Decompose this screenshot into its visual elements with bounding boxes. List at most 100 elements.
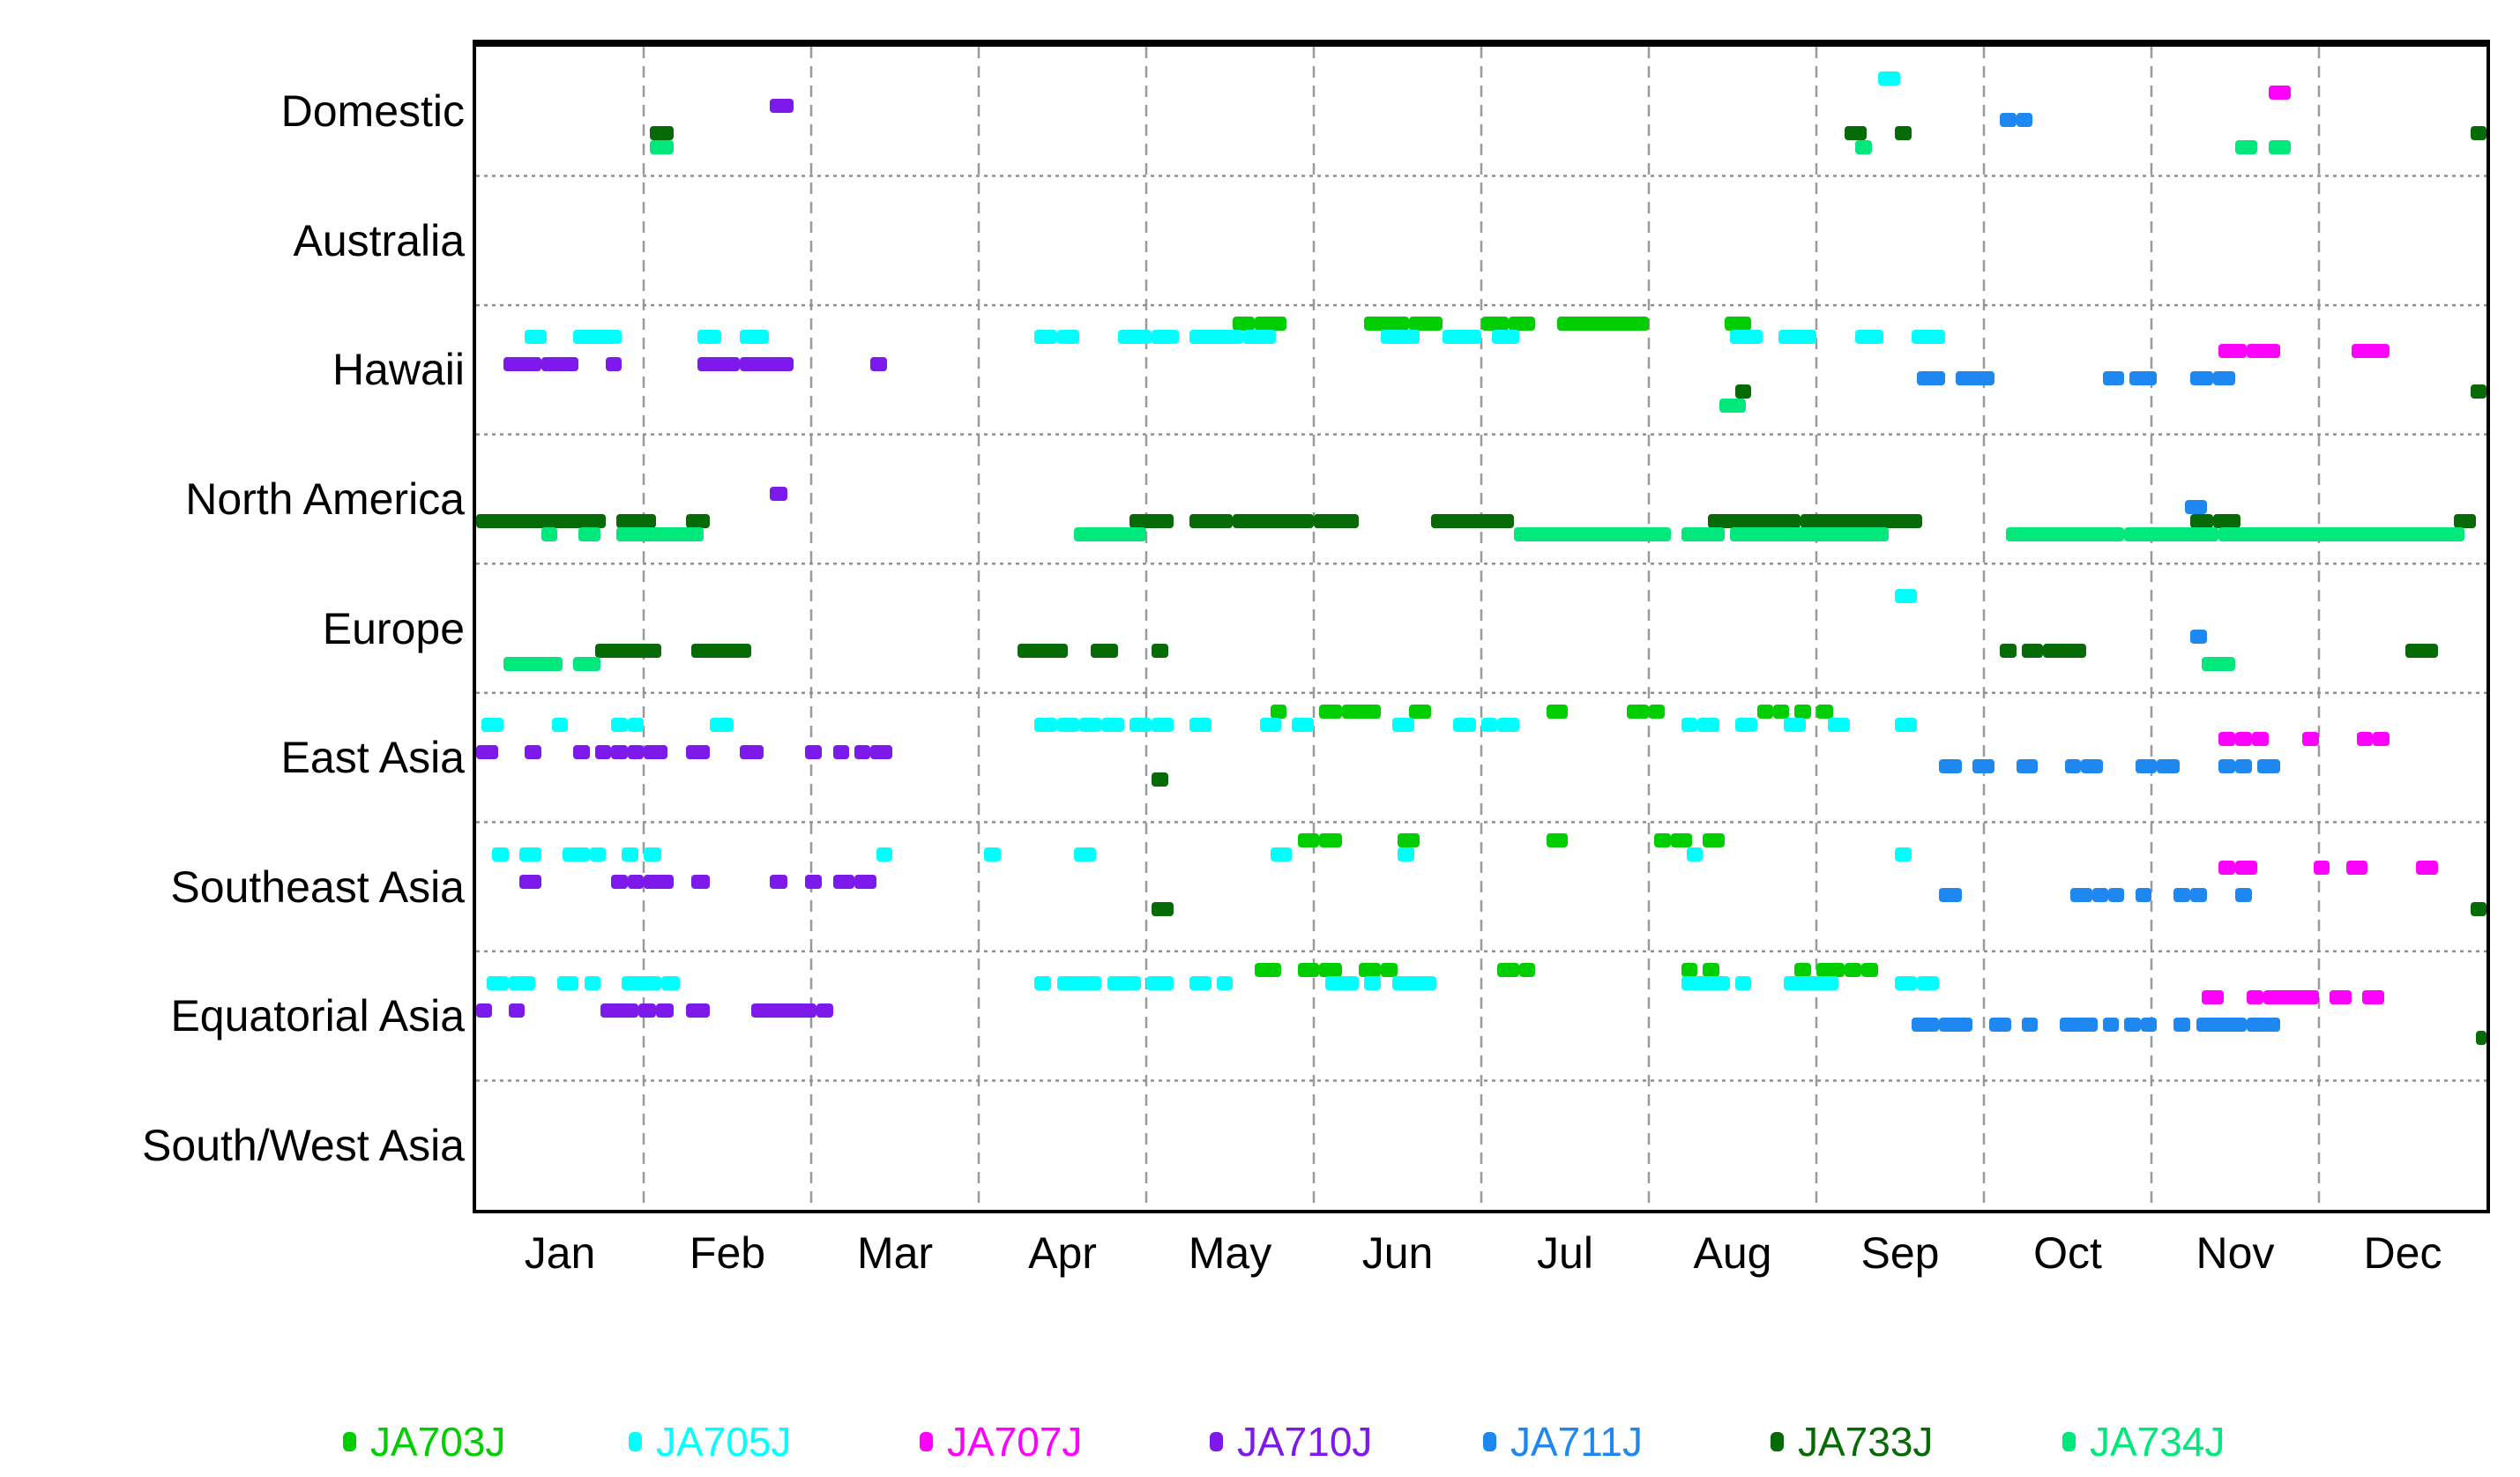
flight-segment-JA705J <box>984 847 1002 862</box>
flight-segment-JA703J <box>1319 833 1342 848</box>
legend-marker-icon <box>920 1432 933 1451</box>
flight-segment-JA711J <box>2070 888 2092 903</box>
flight-segment-JA710J <box>644 745 668 760</box>
flight-segment-JA705J <box>1894 847 1912 862</box>
flight-segment-JA711J <box>2076 1017 2098 1032</box>
flight-segment-JA710J <box>854 874 876 889</box>
flight-segment-JA705J <box>1189 330 1244 345</box>
flight-segment-JA711J <box>2140 1017 2158 1032</box>
flight-segment-JA705J <box>1453 718 1476 733</box>
flight-segment-JA734J <box>649 139 674 154</box>
flight-segment-JA705J <box>1364 976 1381 991</box>
flight-segment-JA733J <box>2475 1031 2486 1046</box>
flight-segment-JA703J <box>1756 704 1773 719</box>
flight-segment-JA710J <box>476 1003 493 1018</box>
flight-segment-JA734J <box>1073 527 1146 542</box>
flight-segment-JA710J <box>594 745 612 760</box>
flight-segment-JA710J <box>799 1003 817 1018</box>
flight-segment-JA703J <box>1319 962 1342 977</box>
gridlines <box>476 47 2486 1210</box>
flight-segment-JA733J <box>2212 513 2241 528</box>
flight-segment-JA733J <box>1894 126 1912 141</box>
y-axis-label: Southeast Asia <box>170 862 465 912</box>
flight-segment-JA711J <box>2173 1017 2191 1032</box>
flight-segment-JA703J <box>1627 704 1649 719</box>
flight-segment-JA710J <box>541 357 579 372</box>
flight-segment-JA703J <box>1816 704 1833 719</box>
flight-segment-JA705J <box>1056 330 1079 345</box>
flight-segment-JA705J <box>1894 718 1917 733</box>
flight-segment-JA710J <box>611 874 628 889</box>
flight-segment-JA703J <box>1546 833 1569 848</box>
flight-segment-JA707J <box>2330 989 2352 1004</box>
flight-segment-JA711J <box>2157 758 2180 773</box>
x-axis-label: Aug <box>1693 1228 1772 1278</box>
flight-segment-JA710J <box>606 357 623 372</box>
x-axis-label: Sep <box>1860 1228 1940 1278</box>
flight-segment-JA705J <box>1492 330 1519 345</box>
flight-segment-JA734J <box>1719 398 1747 413</box>
flight-segment-JA707J <box>2218 343 2247 358</box>
legend-item-JA711J: JA711J <box>1483 1418 1643 1466</box>
legend-label: JA707J <box>947 1419 1083 1465</box>
flight-segment-JA710J <box>697 357 740 372</box>
flight-segment-JA733J <box>2190 513 2213 528</box>
flight-segment-JA734J <box>1729 527 1890 542</box>
flight-segment-JA711J <box>2190 888 2208 903</box>
flight-segment-JA705J <box>1130 718 1152 733</box>
flight-segment-JA710J <box>751 1003 806 1018</box>
flight-segment-JA705J <box>589 847 607 862</box>
flight-segment-JA705J <box>1391 976 1437 991</box>
flight-segment-JA707J <box>2235 861 2258 876</box>
legend-label: JA711J <box>1510 1419 1644 1465</box>
flight-segment-JA733J <box>1090 643 1119 658</box>
flight-segment-JA733J <box>2021 643 2044 658</box>
flight-segment-JA710J <box>691 874 710 889</box>
flight-segment-JA711J <box>1956 370 1995 385</box>
flight-segment-JA710J <box>503 357 541 372</box>
flight-segment-JA711J <box>2235 888 2252 903</box>
x-axis-label: Jul <box>1537 1228 1593 1278</box>
flight-segment-JA733J <box>2454 513 2476 528</box>
flight-segment-JA705J <box>1079 718 1102 733</box>
flight-segment-JA705J <box>709 718 734 733</box>
flight-segment-JA707J <box>2356 731 2374 746</box>
flight-segment-JA705J <box>1729 330 1763 345</box>
y-axis-label: East Asia <box>280 733 465 783</box>
flight-segment-JA705J <box>1259 718 1282 733</box>
flight-segment-JA703J <box>1381 962 1398 977</box>
legend-label: JA710J <box>1237 1419 1373 1465</box>
flight-segment-JA711J <box>2196 1017 2247 1032</box>
flight-segment-JA705J <box>1778 330 1816 345</box>
flight-segment-JA711J <box>2102 1017 2120 1032</box>
flight-segment-JA710J <box>655 874 674 889</box>
flight-segment-JA707J <box>2202 989 2225 1004</box>
flight-segment-JA705J <box>1735 718 1757 733</box>
legend-label: JA705J <box>656 1419 792 1465</box>
flight-segment-JA705J <box>1827 718 1850 733</box>
flight-segment-JA733J <box>1708 513 1801 528</box>
flight-segment-JA703J <box>1364 316 1409 331</box>
flight-segment-JA703J <box>1844 962 1861 977</box>
flight-segment-JA711J <box>2107 888 2125 903</box>
flight-segment-JA710J <box>627 874 644 889</box>
legend-label: JA734J <box>2090 1419 2226 1465</box>
flight-segment-JA734J <box>2235 139 2258 154</box>
flight-segment-JA705J <box>1784 718 1806 733</box>
flight-segment-JA705J <box>556 976 579 991</box>
flight-segment-JA710J <box>627 745 644 760</box>
flight-segment-JA705J <box>1189 718 1212 733</box>
legend-item-JA707J: JA707J <box>920 1418 1082 1466</box>
x-axis-label: Jun <box>1361 1228 1434 1278</box>
flight-segment-JA710J <box>739 357 794 372</box>
flight-segment-JA710J <box>832 874 855 889</box>
flight-segment-JA734J <box>616 527 704 542</box>
flight-segment-JA711J <box>1972 758 1995 773</box>
x-axis-label: Dec <box>2363 1228 2442 1278</box>
flight-segment-JA703J <box>1772 704 1790 719</box>
flight-segment-JA711J <box>2064 758 2082 773</box>
flight-segment-JA705J <box>1381 330 1420 345</box>
flight-segment-JA711J <box>2235 758 2252 773</box>
flight-segment-JA705J <box>1894 976 1917 991</box>
y-axis-label: Domestic <box>280 86 465 137</box>
